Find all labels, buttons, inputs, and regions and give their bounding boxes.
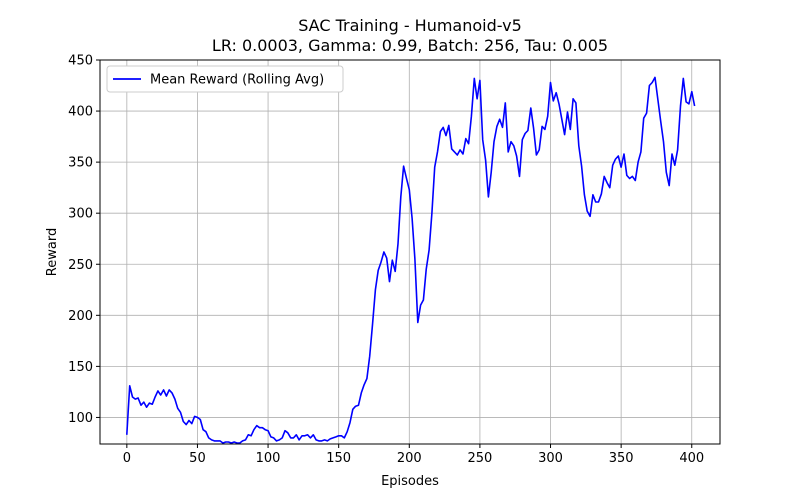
legend-box xyxy=(106,65,344,93)
y-tick-label: 400 xyxy=(68,105,93,120)
series-line xyxy=(126,76,696,444)
y-tick-label: 350 xyxy=(68,156,93,171)
plot-frame xyxy=(99,59,721,445)
y-tick-label: 200 xyxy=(68,309,93,324)
y-tick-label: 100 xyxy=(68,411,93,426)
chart-subtitle: LR: 0.0003, Gamma: 0.99, Batch: 256, Tau… xyxy=(212,36,608,55)
y-tick-label: 150 xyxy=(68,360,93,375)
y-tick-label: 450 xyxy=(68,54,93,69)
x-tick-label: 150 xyxy=(326,451,351,466)
y-axis-label: Reward xyxy=(45,228,60,276)
x-tick-label: 200 xyxy=(397,451,422,466)
x-tick-label: 350 xyxy=(609,451,634,466)
gridlines xyxy=(100,59,720,444)
axis-ticks: 0 50 100 150 200 250 300 350 400 100 150 200 250 300 3… xyxy=(68,54,704,467)
legend: Mean Reward (Rolling Avg) xyxy=(106,65,344,93)
legend-label: Mean Reward (Rolling Avg) xyxy=(150,73,324,88)
x-axis-label: Episodes xyxy=(381,474,439,489)
x-tick-label: 400 xyxy=(679,451,704,466)
plot-data xyxy=(126,76,696,444)
y-tick-label: 250 xyxy=(68,258,93,273)
x-tick-label: 100 xyxy=(256,451,281,466)
x-tick-label: 50 xyxy=(189,451,206,466)
x-tick-label: 250 xyxy=(467,451,492,466)
y-tick-label: 300 xyxy=(68,207,93,222)
x-tick-label: 0 xyxy=(123,451,131,466)
chart-title: SAC Training - Humanoid-v5 xyxy=(298,16,522,35)
x-tick-label: 300 xyxy=(538,451,563,466)
